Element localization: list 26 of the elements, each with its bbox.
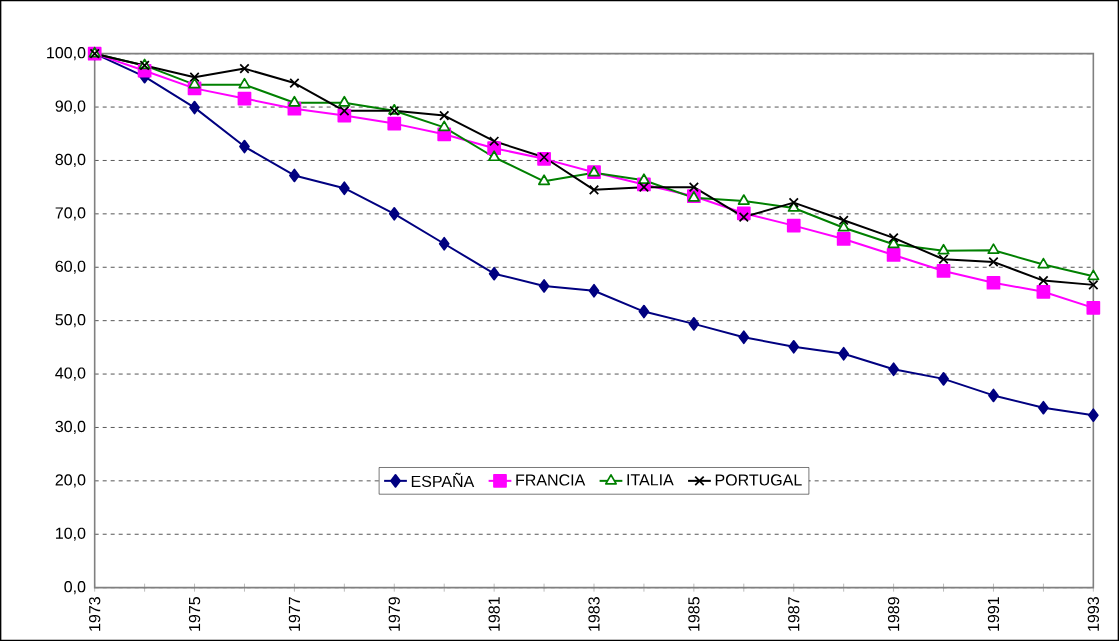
x-tick-label: 1981 — [488, 597, 500, 631]
x-tick-label: 1983 — [588, 597, 600, 631]
x-tick-label: 1973 — [89, 597, 101, 631]
y-tick-label: 50,0 — [55, 314, 86, 328]
x-tick-label: 1979 — [388, 597, 400, 631]
legend-label: PORTUGAL — [715, 474, 802, 486]
y-tick-label: 40,0 — [55, 367, 86, 381]
y-tick-label: 30,0 — [55, 420, 86, 435]
x-tick-label: 1991 — [987, 597, 1000, 631]
y-tick-label: 10,0 — [56, 527, 86, 541]
x-tick-label: 1985 — [688, 597, 700, 631]
y-tick-label: 90,0 — [55, 100, 86, 114]
y-tick-label: 80,0 — [55, 153, 86, 168]
x-tick-label: 1977 — [288, 597, 301, 631]
y-tick-label: 0,0 — [64, 581, 86, 595]
x-tick-label: 1975 — [188, 597, 201, 631]
y-tick-label: 70,0 — [55, 207, 86, 221]
y-tick-label: 60,0 — [55, 260, 86, 274]
x-tick-label: 1989 — [887, 597, 900, 631]
y-tick-label: 100,0 — [47, 47, 86, 61]
y-tick-label: 20,0 — [55, 474, 86, 488]
legend-label: ITALIA — [627, 474, 674, 486]
x-tick-label: 1993 — [1087, 597, 1099, 631]
legend-label: FRANCIA — [516, 474, 586, 486]
legend-label: ESPAÑA — [411, 472, 475, 488]
x-tick-label: 1987 — [788, 597, 800, 631]
